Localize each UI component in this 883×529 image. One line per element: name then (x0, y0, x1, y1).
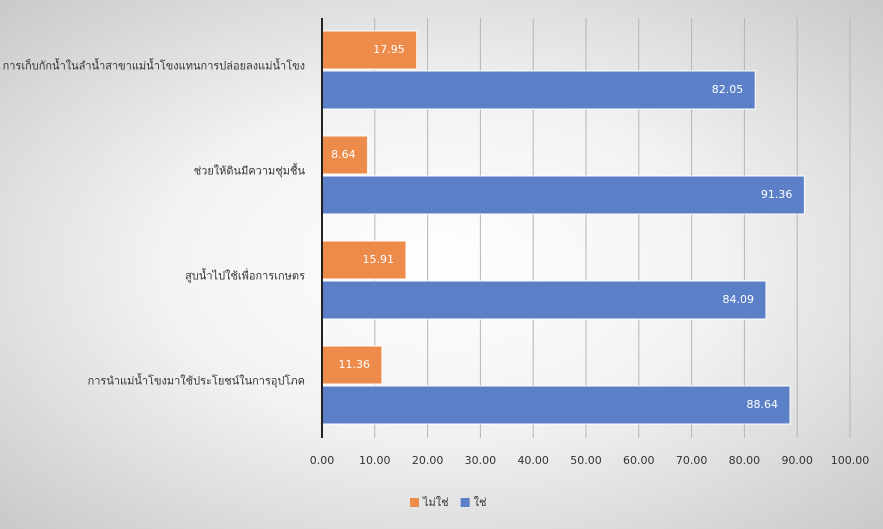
bar (321, 345, 383, 385)
x-tick-label: 30.00 (465, 454, 497, 467)
x-tick-label: 80.00 (729, 454, 761, 467)
legend-label: ไม่ใช่ (422, 496, 449, 509)
data-label: 11.36 (338, 358, 370, 371)
x-tick-label: 100.00 (831, 454, 870, 467)
bar (321, 30, 418, 70)
x-tick-label: 90.00 (781, 454, 813, 467)
x-tick-label: 0.00 (310, 454, 335, 467)
bar (321, 135, 369, 175)
data-label: 88.64 (747, 398, 779, 411)
bar (321, 280, 767, 320)
x-tick-label: 60.00 (623, 454, 655, 467)
x-tick-label: 70.00 (676, 454, 708, 467)
x-tick-label: 10.00 (359, 454, 391, 467)
data-label: 91.36 (761, 188, 793, 201)
legend-label: ใช่ (474, 496, 487, 509)
bar (321, 385, 791, 425)
y-tick-label: การเก็บกักน้ำในลำน้ำสาขาแม่น้ำโขงแทนการป… (3, 58, 305, 73)
data-label: 15.91 (363, 253, 395, 266)
y-tick-label: ช่วยให้ดินมีความชุ่มชื้น (194, 163, 306, 178)
y-tick-label: การนำแม่น้ำโขงมาใช้ประโยชน์ในการอุปโภค (88, 373, 305, 388)
x-tick-label: 50.00 (570, 454, 602, 467)
data-label: 8.64 (331, 148, 356, 161)
legend-swatch (410, 498, 419, 507)
data-label: 17.95 (373, 43, 405, 56)
x-tick-label: 40.00 (517, 454, 549, 467)
legend-swatch (460, 498, 470, 507)
data-label: 82.05 (712, 83, 744, 96)
y-tick-label: สูบน้ำไปใช้เพื่อการเกษตร (185, 268, 305, 283)
bar (321, 70, 756, 110)
bar (321, 175, 805, 215)
data-label: 84.09 (722, 293, 754, 306)
x-tick-label: 20.00 (412, 454, 444, 467)
